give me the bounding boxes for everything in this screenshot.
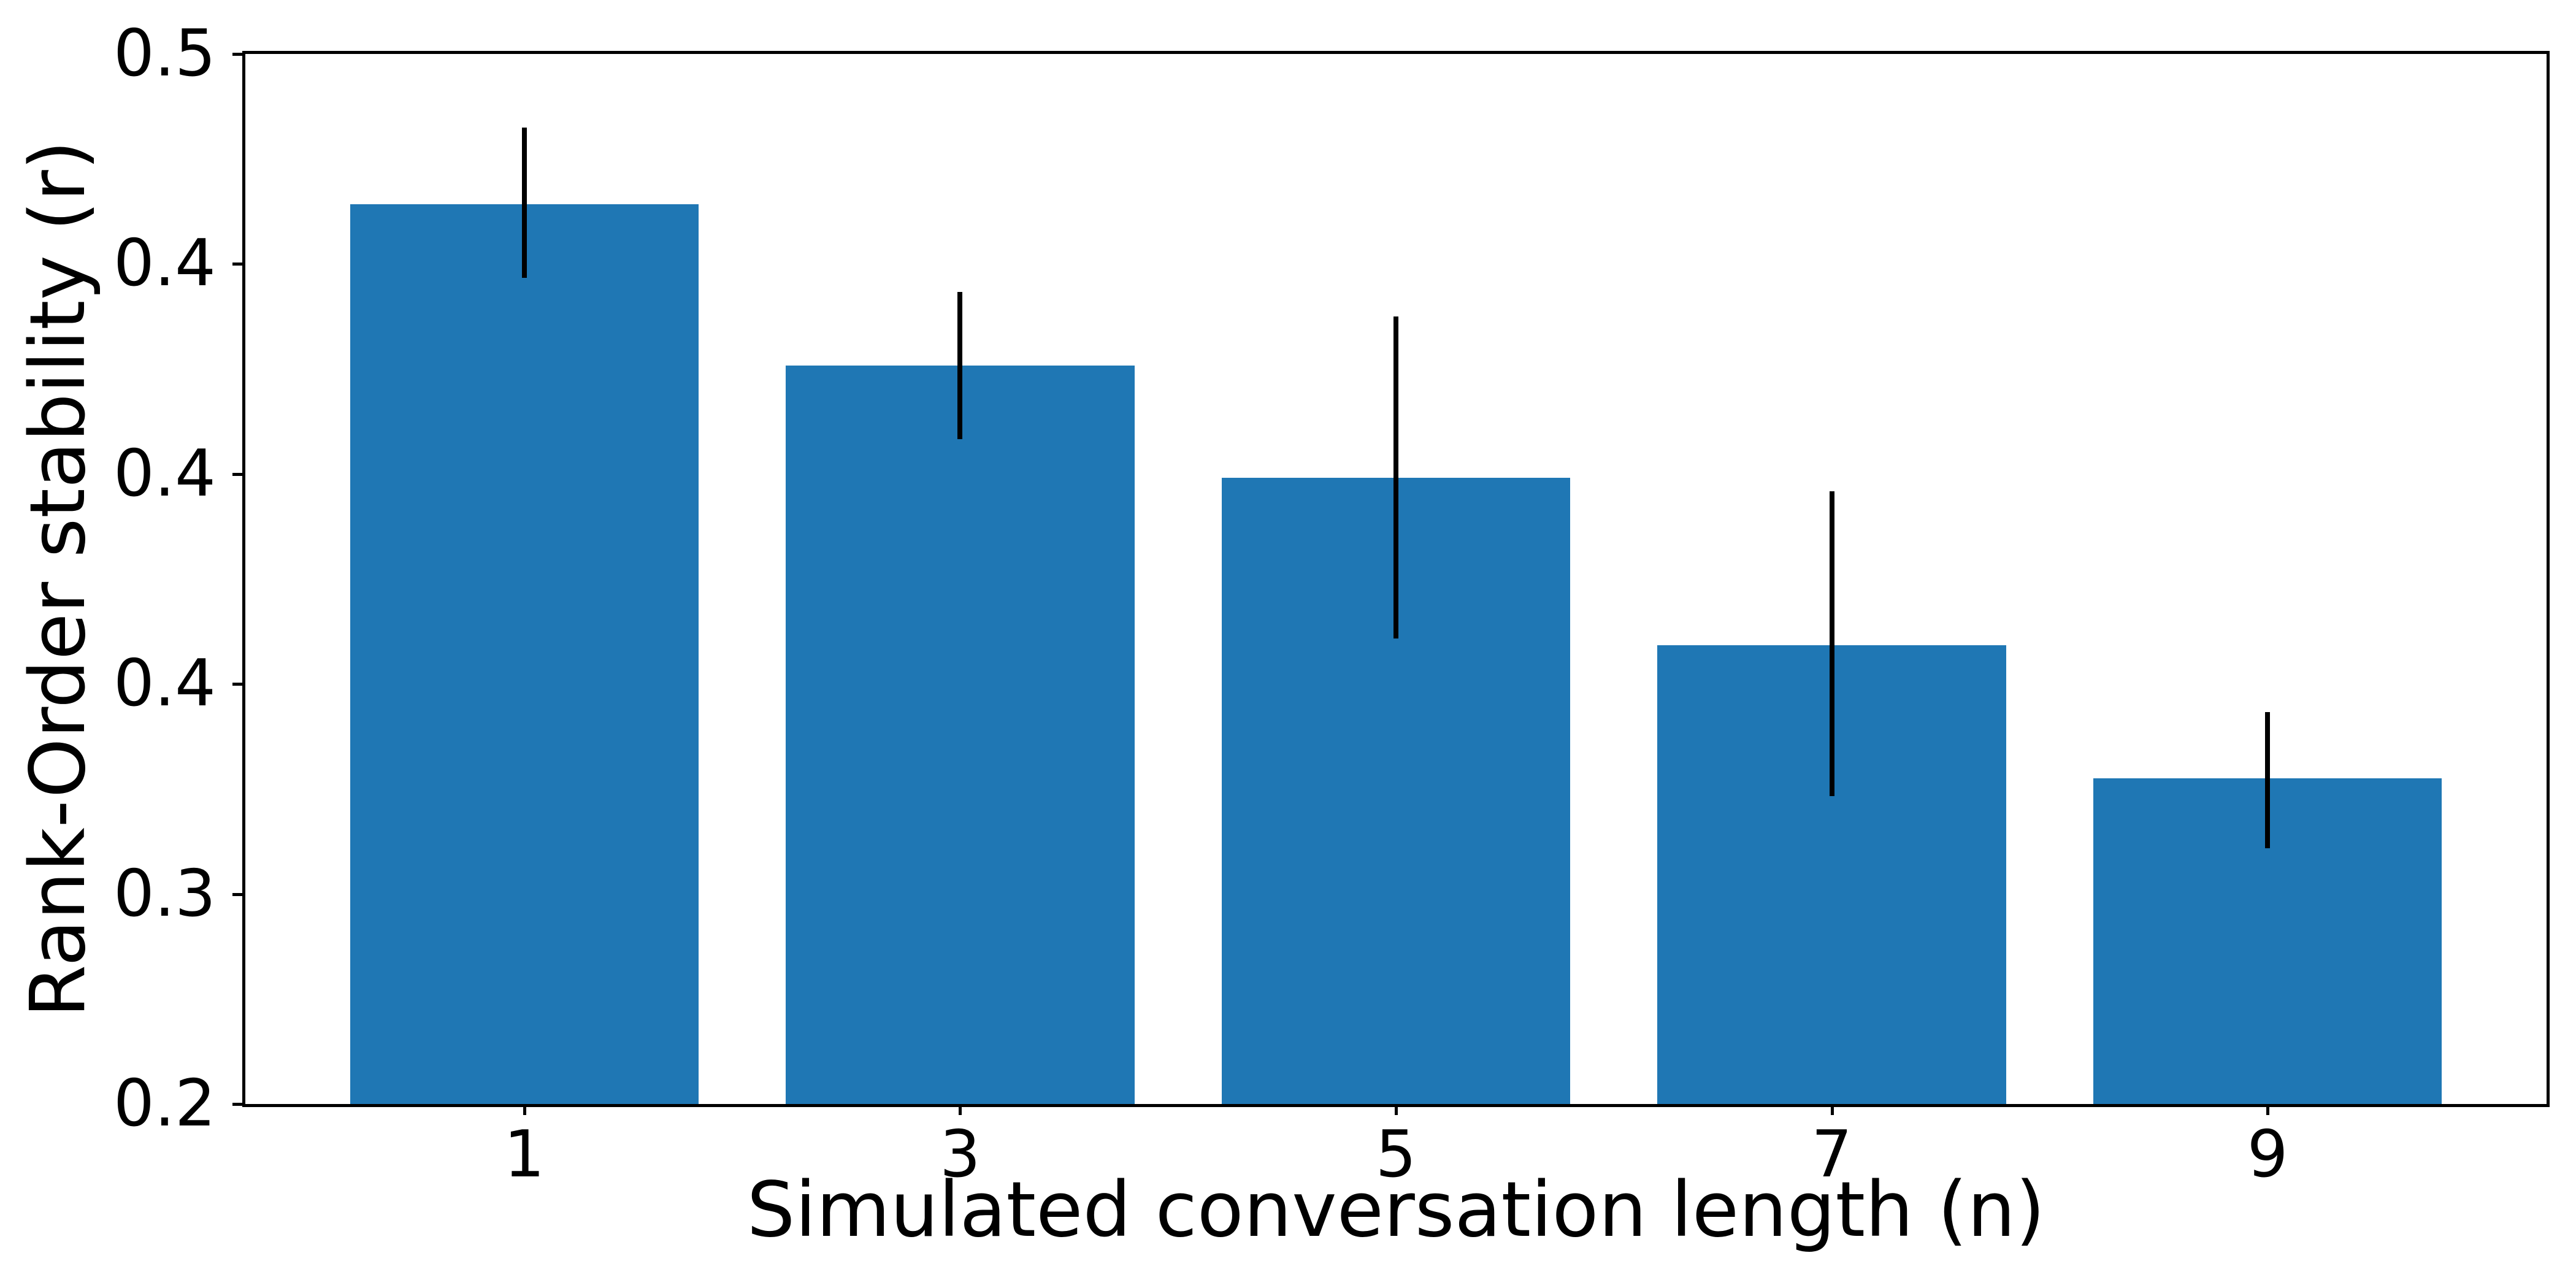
y-tick-mark (232, 683, 243, 686)
x-tick-label: 3 (939, 1117, 981, 1192)
y-tick-label: 0.5 (113, 16, 216, 91)
x-tick-label: 9 (2247, 1117, 2288, 1192)
x-axis-label: Simulated conversation length (n) (746, 1166, 2045, 1254)
y-tick-mark (232, 1103, 243, 1106)
x-tick-label: 5 (1375, 1117, 1417, 1192)
y-tick-label: 0.3 (113, 856, 216, 931)
y-tick-mark (232, 472, 243, 476)
y-tick-label: 0.2 (113, 1066, 216, 1141)
y-tick-label: 0.4 (113, 646, 216, 721)
x-tick-mark (1830, 1104, 1834, 1115)
y-tick-label: 0.4 (113, 226, 216, 301)
x-tick-label: 1 (504, 1117, 545, 1192)
y-tick-mark (232, 892, 243, 896)
error-bar-n3 (957, 292, 963, 439)
y-tick-label: 0.4 (113, 435, 216, 511)
error-bar-n5 (1393, 316, 1398, 638)
x-tick-mark (959, 1104, 962, 1115)
y-tick-mark (232, 53, 243, 56)
y-tick-mark (232, 263, 243, 266)
bar-n3 (786, 365, 1135, 1104)
error-bar-n7 (1829, 491, 1834, 796)
plot-area (242, 51, 2550, 1107)
error-bar-n1 (521, 127, 527, 278)
x-tick-mark (523, 1104, 526, 1115)
x-tick-label: 7 (1811, 1117, 1852, 1192)
x-tick-mark (2266, 1104, 2270, 1115)
bar-n1 (350, 204, 699, 1104)
x-tick-mark (1395, 1104, 1398, 1115)
error-bar-n9 (2265, 711, 2271, 849)
